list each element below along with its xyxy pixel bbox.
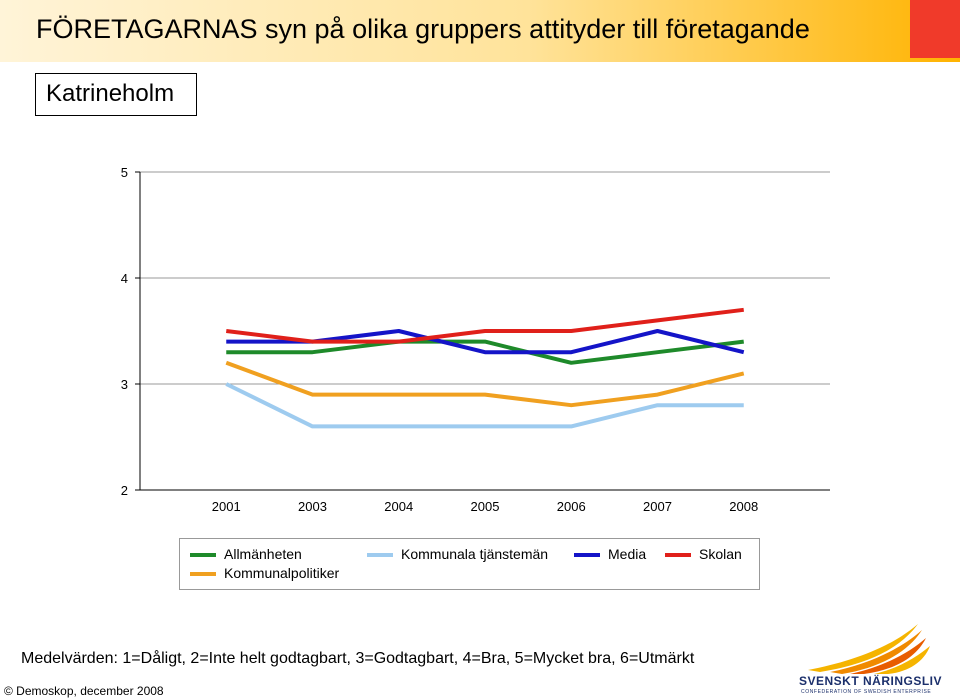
copyright: © Demoskop, december 2008 xyxy=(4,684,164,698)
flame-logo-icon xyxy=(808,624,930,674)
line-chart: 2 3 4 5 2001 2003 2004 2005 2006 2007 2008 xyxy=(121,165,830,514)
legend-swatch xyxy=(665,553,691,557)
legend-swatch xyxy=(190,572,216,576)
axes xyxy=(135,171,830,491)
y-tick-label: 5 xyxy=(121,165,128,180)
x-tick-label: 2001 xyxy=(212,499,241,514)
x-tick-label: 2006 xyxy=(557,499,586,514)
series-line-4 xyxy=(225,360,745,408)
x-tick-label: 2007 xyxy=(643,499,672,514)
header-band xyxy=(0,0,960,62)
legend-label: Skolan xyxy=(699,546,742,562)
logo-subtitle: CONFEDERATION OF SWEDISH ENTERPRISE xyxy=(801,689,932,695)
page-title: FÖRETAGARNAS syn på olika gruppers attit… xyxy=(36,14,810,44)
legend-label: Media xyxy=(608,546,647,562)
svenskt-naringsliv-logo: SVENSKT NÄRINGSLIV CONFEDERATION OF SWED… xyxy=(790,618,960,698)
gridlines xyxy=(140,171,830,385)
legend-label: Allmänheten xyxy=(224,546,302,562)
y-tick-label: 2 xyxy=(121,483,128,498)
y-tick-label: 3 xyxy=(121,377,128,392)
x-tick-label: 2008 xyxy=(729,499,758,514)
x-tick-label: 2004 xyxy=(384,499,413,514)
chart-legend: Allmänheten Kommunala tjänstemän Media Skol… xyxy=(179,538,760,590)
series-line-1 xyxy=(225,382,744,429)
header-accent-block xyxy=(910,0,960,58)
tick-labels: 2 3 4 5 2001 2003 2004 2005 2006 2007 2008 xyxy=(121,165,758,514)
x-tick-label: 2003 xyxy=(298,499,327,514)
legend-label: Kommunalpolitiker xyxy=(224,565,340,581)
series-lines xyxy=(225,307,745,429)
series-line-3 xyxy=(226,307,744,344)
series-line-0 xyxy=(226,339,744,365)
legend-swatch xyxy=(190,553,216,557)
logo-text: SVENSKT NÄRINGSLIV xyxy=(799,674,943,688)
legend-swatch xyxy=(574,553,600,557)
legend-label: Kommunala tjänstemän xyxy=(401,546,549,562)
x-tick-label: 2005 xyxy=(471,499,500,514)
location-label: Katrineholm xyxy=(35,73,197,116)
footnote: Medelvärden: 1=Dåligt, 2=Inte helt godta… xyxy=(21,650,695,667)
y-tick-label: 4 xyxy=(121,271,128,286)
legend-swatch xyxy=(367,553,393,557)
